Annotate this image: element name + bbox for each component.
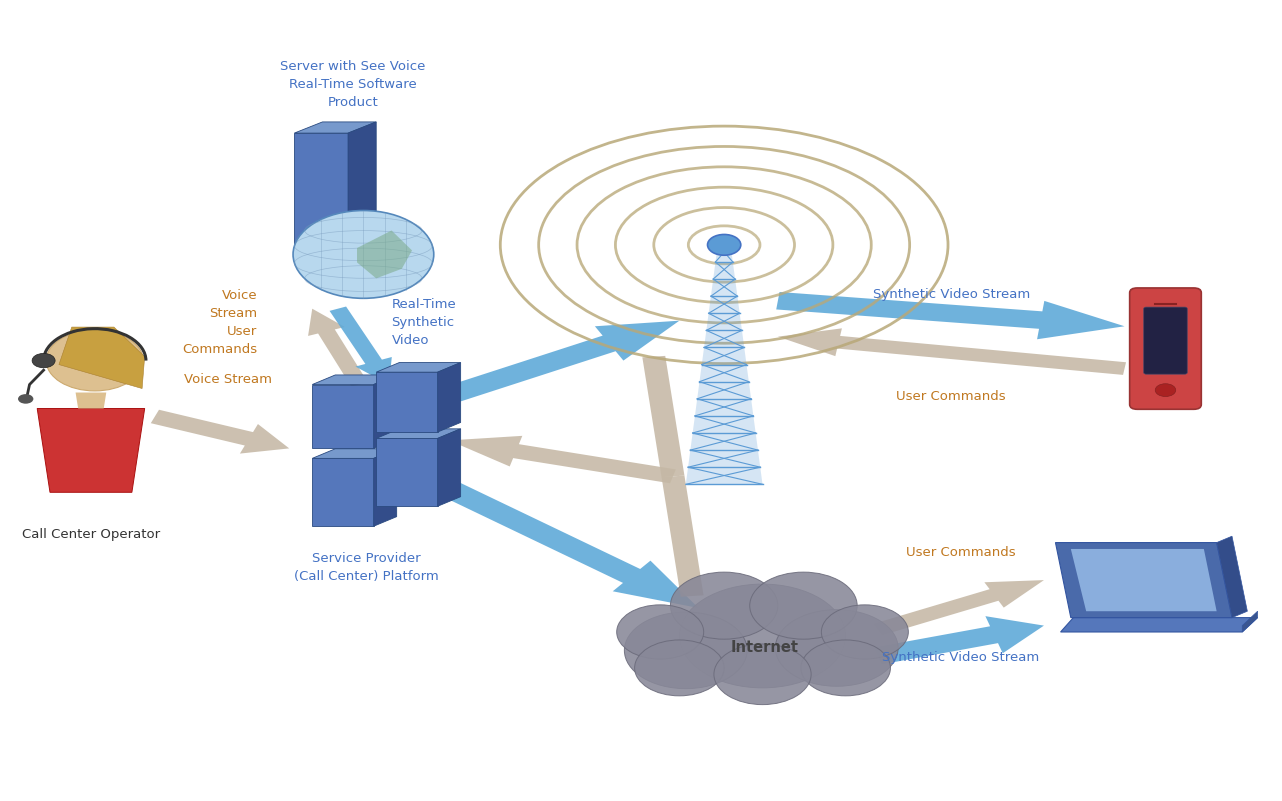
FancyArrow shape [874,616,1044,664]
Polygon shape [347,122,376,253]
Text: Internet: Internet [731,641,799,655]
Text: User Commands: User Commands [906,545,1015,558]
Polygon shape [437,363,460,432]
Circle shape [1155,384,1176,396]
Circle shape [714,644,812,705]
Polygon shape [376,429,460,438]
Text: Real-Time
Synthetic
Video: Real-Time Synthetic Video [391,298,456,347]
FancyArrow shape [662,476,704,597]
Circle shape [635,640,724,696]
Polygon shape [1055,542,1232,618]
Circle shape [670,572,778,639]
Text: Voice Stream: Voice Stream [185,373,273,386]
Polygon shape [376,438,437,506]
Polygon shape [295,122,376,133]
FancyArrow shape [778,328,1126,375]
Circle shape [750,572,858,639]
Circle shape [32,353,55,368]
Text: Service Provider
(Call Center) Platform: Service Provider (Call Center) Platform [294,552,438,583]
Circle shape [801,640,891,696]
Text: Synthetic Video Stream: Synthetic Video Stream [882,651,1040,664]
Polygon shape [313,449,396,458]
Polygon shape [313,375,396,384]
FancyArrow shape [776,292,1124,340]
Polygon shape [1242,611,1258,632]
Circle shape [708,235,741,256]
Circle shape [294,211,433,298]
Polygon shape [59,327,145,388]
Polygon shape [356,231,412,279]
Polygon shape [437,429,460,506]
Polygon shape [37,409,145,493]
Polygon shape [76,392,106,409]
Polygon shape [1070,549,1217,611]
Polygon shape [373,449,396,526]
Polygon shape [295,133,347,253]
FancyArrow shape [642,356,685,477]
Polygon shape [373,375,396,449]
Polygon shape [1217,536,1247,618]
Polygon shape [1060,618,1258,632]
Polygon shape [313,458,373,526]
FancyBboxPatch shape [1129,288,1201,409]
FancyBboxPatch shape [1144,307,1187,374]
Circle shape [624,612,747,689]
Text: Server with See Voice
Real-Time Software
Product: Server with See Voice Real-Time Software… [281,60,426,109]
Polygon shape [376,372,437,432]
Circle shape [679,584,846,688]
Polygon shape [686,245,763,485]
Circle shape [617,605,704,659]
FancyArrow shape [437,480,699,608]
Circle shape [18,394,33,404]
Text: User Commands: User Commands [896,390,1006,403]
Text: Synthetic Video Stream: Synthetic Video Stream [873,288,1029,300]
FancyArrow shape [329,307,392,384]
FancyArrow shape [873,580,1044,635]
FancyArrow shape [151,410,290,453]
Circle shape [822,605,909,659]
Polygon shape [313,384,373,449]
FancyArrow shape [449,436,676,483]
Circle shape [46,330,144,391]
Text: Call Center Operator: Call Center Operator [22,528,160,541]
Polygon shape [376,363,460,372]
Circle shape [776,610,899,686]
FancyArrow shape [308,308,368,387]
Text: Voice
Stream
User
Commands: Voice Stream User Commands [182,289,258,356]
FancyArrow shape [438,320,679,405]
